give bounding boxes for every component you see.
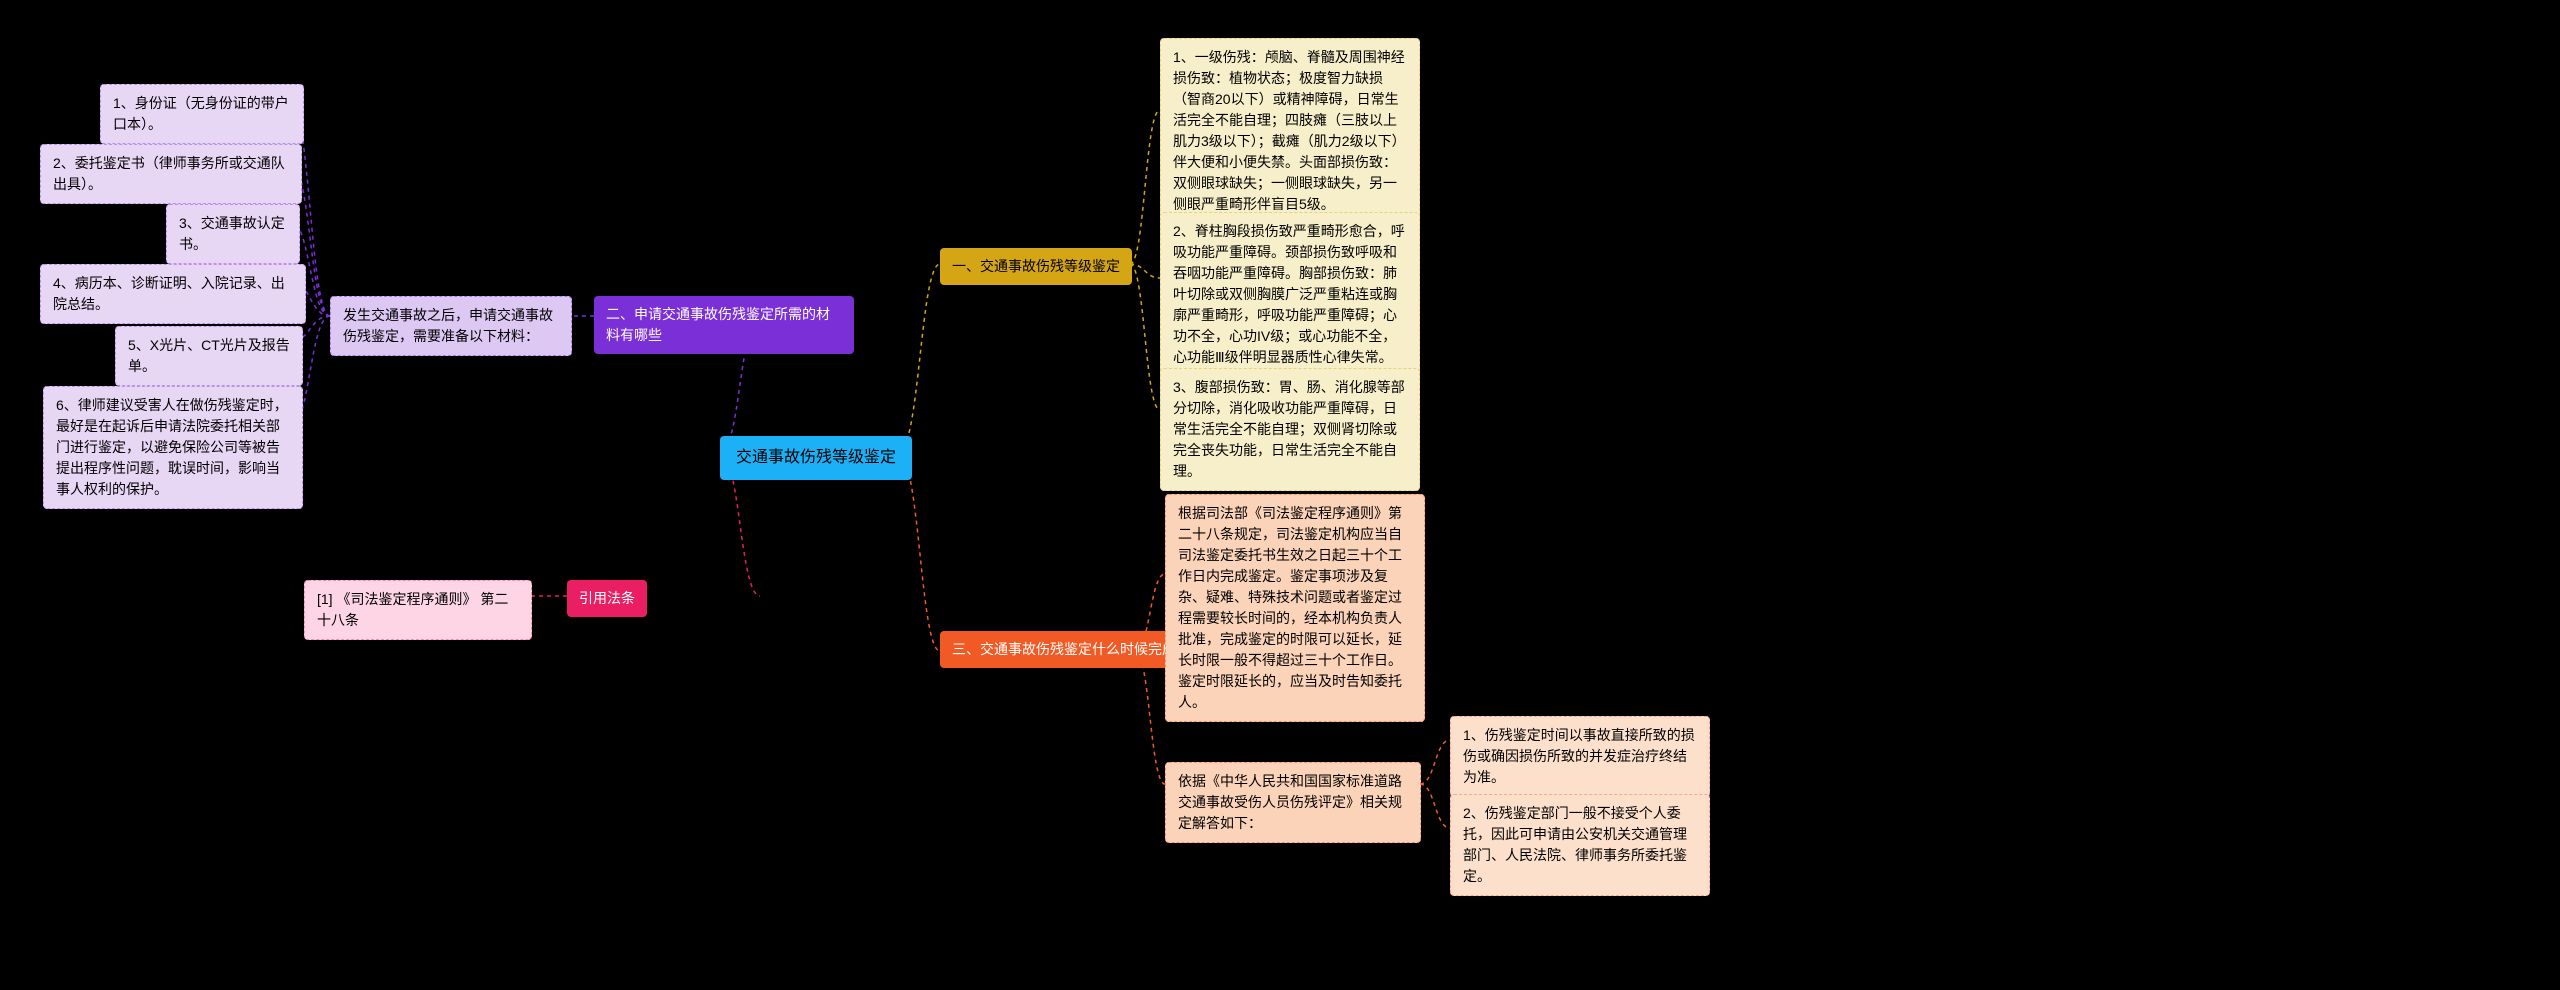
branch2-item-1: 1、身份证（无身份证的带户口本）。	[100, 84, 304, 144]
branch3-sub2: 依据《中华人民共和国国家标准道路交通事故受伤人员伤残评定》相关规定解答如下：	[1165, 762, 1421, 843]
branch2-item-2: 2、委托鉴定书（律师事务所或交通队出具）。	[40, 144, 302, 204]
branch1-title: 一、交通事故伤残等级鉴定	[940, 248, 1132, 285]
branch1-item-2: 2、脊柱胸段损伤致严重畸形愈合，呼吸功能严重障碍。颈部损伤致呼吸和吞咽功能严重障…	[1160, 212, 1420, 377]
branch3-title: 三、交通事故伤残鉴定什么时候完成	[940, 631, 1200, 668]
branch-ref-title: 引用法条	[567, 580, 647, 617]
branch3-item-1: 1、伤残鉴定时间以事故直接所致的损伤或确因损伤所致的并发症治疗终结为准。	[1450, 716, 1710, 797]
branch-ref-item: [1] 《司法鉴定程序通则》 第二十八条	[304, 580, 532, 640]
branch2-item-5: 5、X光片、CT光片及报告单。	[115, 326, 303, 386]
branch2-item-6: 6、律师建议受害人在做伤残鉴定时，最好是在起诉后申请法院委托相关部门进行鉴定，以…	[43, 386, 303, 509]
branch2-item-3: 3、交通事故认定书。	[166, 204, 300, 264]
branch2-title: 二、申请交通事故伤残鉴定所需的材料有哪些	[594, 296, 854, 354]
branch1-item-1: 1、一级伤残：颅脑、脊髓及周围神经损伤致：植物状态；极度智力缺损（智商20以下）…	[1160, 38, 1420, 224]
branch3-sub1: 根据司法部《司法鉴定程序通则》第二十八条规定，司法鉴定机构应当自司法鉴定委托书生…	[1165, 494, 1425, 722]
branch1-item-3: 3、腹部损伤致：胃、肠、消化腺等部分切除，消化吸收功能严重障碍，日常生活完全不能…	[1160, 368, 1420, 491]
root-node: 交通事故伤残等级鉴定	[720, 436, 912, 480]
branch3-item-2: 2、伤残鉴定部门一般不接受个人委托，因此可申请由公安机关交通管理部门、人民法院、…	[1450, 794, 1710, 896]
branch2-sub: 发生交通事故之后，申请交通事故伤残鉴定，需要准备以下材料：	[330, 296, 572, 356]
branch2-item-4: 4、病历本、诊断证明、入院记录、出院总结。	[40, 264, 306, 324]
